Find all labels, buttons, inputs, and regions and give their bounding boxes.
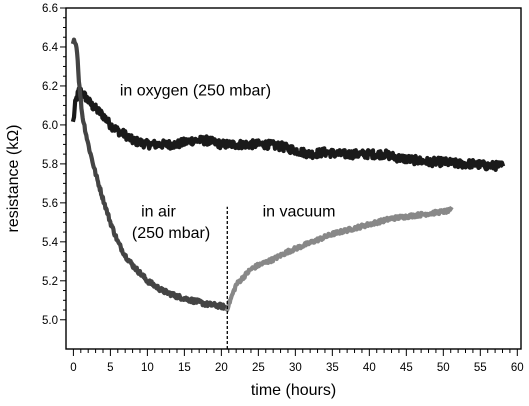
x-tick-label: 15	[178, 362, 191, 374]
y-tick-label: 5.0	[42, 315, 58, 327]
y-tick-label: 6.6	[42, 3, 58, 15]
ticks-layer	[60, 7, 518, 356]
annotation-label: in air	[141, 203, 176, 220]
x-tick-label: 25	[252, 362, 265, 374]
y-axis-label: resistance (kΩ)	[5, 125, 22, 233]
y-tick-label: 5.6	[42, 198, 58, 210]
x-tick-label: 20	[215, 362, 228, 374]
x-tick-label: 60	[511, 362, 524, 374]
series-layer	[70, 37, 506, 313]
x-tick-label: 0	[70, 362, 76, 374]
x-tick-label: 5	[107, 362, 113, 374]
x-tick-label: 40	[363, 362, 376, 374]
x-tick-label: 45	[400, 362, 413, 374]
plot-area: 0 5 10 15 20 25 30 35 40 45 50 55 60 5.0 5.2 5.4 5.6 5.8…	[42, 3, 524, 374]
y-tick-label: 6.4	[42, 42, 59, 54]
y-tick-label: 5.2	[42, 276, 58, 288]
x-tick-label: 35	[326, 362, 339, 374]
series-line-3	[224, 205, 454, 313]
y-tick-label: 5.8	[42, 159, 58, 171]
y-tick-labels: 5.0 5.2 5.4 5.6 5.8 6.0 6.2 6.4 6.6	[42, 3, 59, 327]
annotation-label: in oxygen (250 mbar)	[120, 83, 271, 100]
y-tick-label: 6.0	[42, 120, 58, 132]
annotation-label: in vacuum	[263, 203, 336, 220]
x-tick-labels: 0 5 10 15 20 25 30 35 40 45 50 55 60	[70, 362, 524, 374]
series-line-2	[70, 37, 230, 311]
y-tick-label: 6.2	[42, 81, 58, 93]
x-tick-label: 50	[437, 362, 450, 374]
series-line-1	[70, 86, 506, 172]
x-tick-label: 10	[141, 362, 154, 374]
x-axis-label: time (hours)	[251, 382, 336, 399]
annotations: in oxygen (250 mbar) in air (250 mbar) in v…	[120, 83, 336, 242]
y-tick-label: 5.4	[42, 237, 59, 249]
x-tick-label: 30	[289, 362, 302, 374]
annotation-label: (250 mbar)	[132, 225, 210, 242]
plot-frame	[65, 7, 522, 350]
x-tick-label: 55	[474, 362, 487, 374]
